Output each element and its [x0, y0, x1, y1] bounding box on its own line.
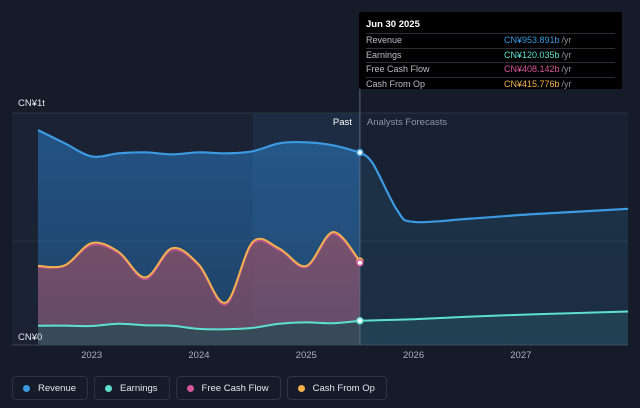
- legend-item-earnings[interactable]: Earnings: [94, 376, 170, 400]
- y-axis-top-label: CN¥1t: [18, 98, 45, 109]
- tooltip-value: CN¥415.776b: [504, 78, 560, 89]
- free-cash-flow-marker: [356, 258, 364, 267]
- past-label: Past: [333, 117, 352, 128]
- earnings-forecast-line: [359, 310, 629, 322]
- tooltip-value: CN¥408.142b: [504, 64, 560, 74]
- earnings-area: [38, 320, 360, 345]
- tooltip-label: Revenue: [366, 35, 403, 45]
- legend: Revenue Earnings Free Cash Flow Cash Fro…: [12, 376, 387, 400]
- tooltip-value: CN¥953.891b: [504, 35, 560, 45]
- revenue-dot-icon: [23, 384, 30, 392]
- legend-item-revenue[interactable]: Revenue: [12, 376, 89, 400]
- free-cash-flow-line: [37, 233, 361, 306]
- legend-label: Free Cash Flow: [201, 382, 269, 394]
- tooltip-date: Jun 30 2025: [366, 19, 420, 30]
- x-tick-label: 2025: [296, 350, 317, 361]
- free-cash-flow-area: [38, 233, 360, 345]
- x-tick-label: 2026: [403, 350, 424, 361]
- revenue-line: [37, 129, 361, 158]
- x-tick-label: 2024: [188, 350, 209, 361]
- legend-label: Revenue: [38, 382, 77, 394]
- legend-item-fcf[interactable]: Free Cash Flow: [175, 376, 281, 400]
- legend-label: Earnings: [120, 382, 158, 394]
- cfo-dot-icon: [297, 384, 305, 392]
- forecast-label: Analysts Forecasts: [367, 117, 447, 128]
- legend-label: Cash From Op: [312, 382, 375, 394]
- tooltip-unit: /yr: [561, 49, 572, 60]
- earnings-dot-icon: [105, 384, 113, 392]
- legend-item-cfo[interactable]: Cash From Op: [286, 376, 387, 400]
- x-tick-label: 2027: [510, 350, 531, 361]
- x-tick-label: 2023: [81, 350, 102, 361]
- tooltip-row-cfo: Cash From Op CN¥415.776b /yr: [366, 76, 615, 92]
- tooltip-row-earnings: Earnings CN¥120.035b /yr: [366, 47, 615, 63]
- tooltip-label: Cash From Op: [366, 78, 426, 89]
- tooltip-value: CN¥120.035b: [504, 49, 560, 60]
- cash-from-op-line: [37, 231, 361, 304]
- tooltip-unit: /yr: [561, 64, 572, 74]
- tooltip-label: Free Cash Flow: [366, 64, 430, 74]
- y-axis-bottom-label: CN¥0: [18, 332, 42, 343]
- cash-from-op-area: [38, 231, 360, 345]
- tooltip-row-fcf: Free Cash Flow CN¥408.142b /yr: [366, 62, 615, 77]
- revenue-marker: [356, 148, 364, 157]
- tooltip: Jun 30 2025 Revenue CN¥953.891b /yr Earn…: [359, 12, 622, 89]
- earnings-line: [37, 319, 360, 331]
- earnings-forecast-area: [359, 311, 629, 345]
- tooltip-label: Earnings: [366, 49, 402, 60]
- revenue-forecast-area: [359, 152, 629, 345]
- revenue-forecast-line: [359, 151, 629, 224]
- fcf-dot-icon: [186, 384, 194, 392]
- earnings-marker: [356, 317, 364, 325]
- tooltip-unit: /yr: [561, 78, 572, 89]
- tooltip-row-revenue: Revenue CN¥953.891b /yr: [366, 33, 615, 48]
- tooltip-unit: /yr: [561, 35, 572, 45]
